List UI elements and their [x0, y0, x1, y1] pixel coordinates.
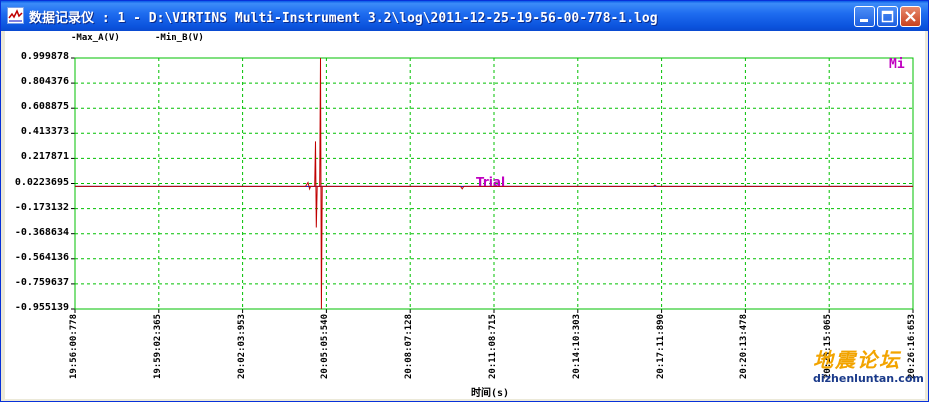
trial-label: Trial	[476, 175, 506, 189]
y-tick-label: 0.999878	[20, 51, 69, 62]
watermark-url: dizhenluntan.com	[813, 372, 924, 385]
chart-area: -Max_A(V) -Min_B(V) 0.999878 0.804376 0.60…	[5, 31, 925, 399]
legend-max-a: -Max_A(V)	[71, 33, 120, 43]
y-tick-label: -0.759637	[14, 276, 69, 288]
y-tick-label: -0.564136	[14, 251, 69, 263]
y-tick-label: 0.608875	[20, 101, 69, 113]
minimize-icon	[860, 19, 868, 22]
x-axis-label: 时间(s)	[471, 388, 510, 399]
series-line-min-b	[75, 57, 913, 310]
plot-border	[74, 57, 914, 310]
plot-canvas[interactable]	[5, 31, 925, 399]
legend-min-b: -Min_B(V)	[155, 33, 204, 43]
window-title: 数据记录仪 : 1 - D:\VIRTINS Multi-Instrument …	[29, 11, 658, 26]
y-tick-label: 0.217871	[20, 151, 69, 163]
watermark: 地震论坛 dizhenluntan.com	[813, 344, 924, 385]
y-tick-label: 0.413373	[20, 126, 69, 138]
maximize-icon	[881, 10, 894, 23]
maximize-button[interactable]	[877, 6, 898, 27]
close-icon	[905, 11, 916, 22]
title-bar[interactable]: 数据记录仪 : 1 - D:\VIRTINS Multi-Instrument …	[1, 1, 928, 31]
mi-label: Mi	[889, 57, 905, 72]
y-tick-label: -0.955139	[14, 302, 69, 313]
y-tick-label: 0.804376	[20, 76, 69, 88]
watermark-cn: 地震论坛	[813, 348, 901, 372]
y-tick-label: 0.0223695	[14, 176, 69, 188]
y-tick-label: -0.368634	[14, 226, 69, 238]
close-button[interactable]	[900, 6, 921, 27]
minimize-button[interactable]	[854, 6, 875, 27]
chart-icon[interactable]	[7, 7, 24, 24]
y-tick-label: -0.173132	[14, 201, 69, 213]
